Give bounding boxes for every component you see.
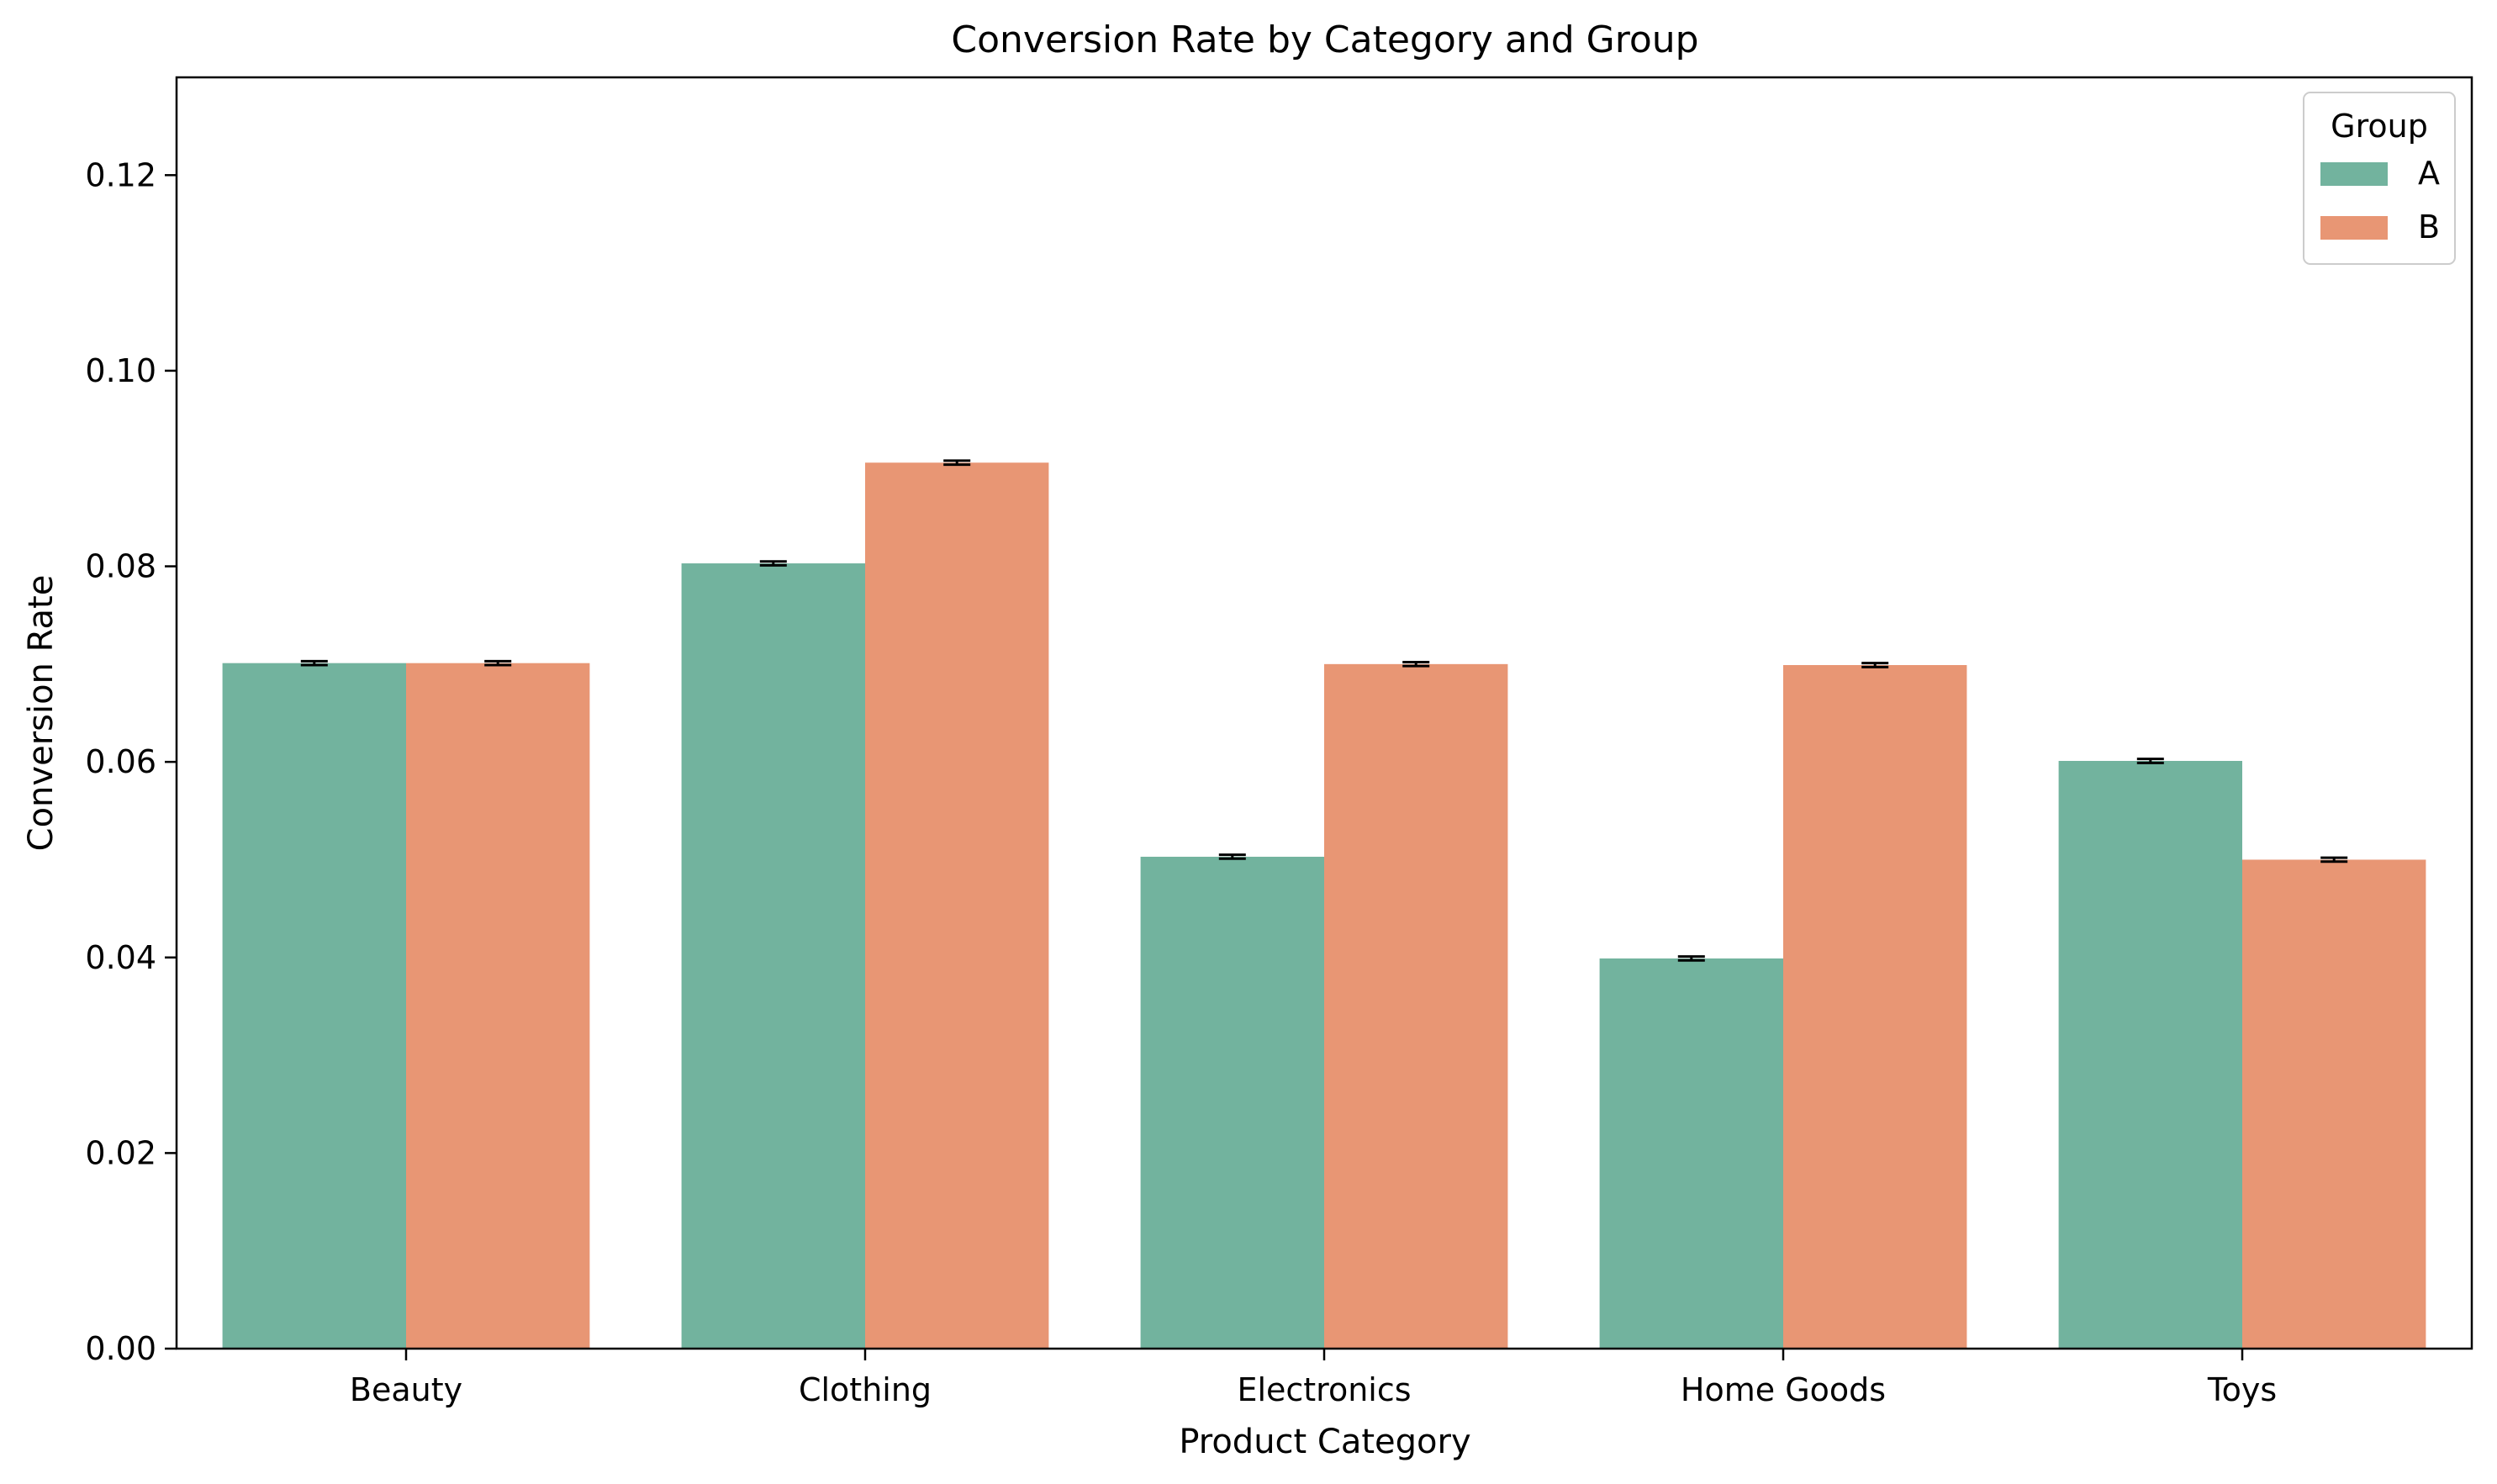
y-tick-label: 0.00 (85, 1330, 156, 1367)
bar-beauty-a (222, 663, 406, 1349)
bar-clothing-b (865, 462, 1049, 1349)
bars-group (222, 462, 2426, 1349)
bar-home-goods-a (1599, 958, 1783, 1349)
x-tick-label: Beauty (350, 1371, 462, 1408)
legend-title: Group (2331, 108, 2428, 145)
legend-label-b: B (2418, 209, 2440, 246)
bar-electronics-b (1324, 663, 1508, 1349)
legend: Group AB (2303, 92, 2456, 265)
bar-electronics-a (1140, 856, 1324, 1349)
error-bars-group (300, 459, 2348, 962)
x-axis-label: Product Category (1179, 1423, 1470, 1461)
y-tick-label: 0.02 (85, 1134, 156, 1171)
x-tick-label: Toys (2207, 1371, 2277, 1408)
chart-title: Conversion Rate by Category and Group (951, 18, 1698, 61)
bar-home-goods-b (1783, 665, 1967, 1349)
x-tick-label: Home Goods (1681, 1371, 1886, 1408)
y-tick-label: 0.06 (85, 743, 156, 780)
x-tick-label: Electronics (1237, 1371, 1411, 1408)
y-axis: 0.00 0.02 0.04 0.06 0.08 0.10 0.12 (85, 156, 177, 1367)
bar-toys-b (2242, 859, 2426, 1349)
y-axis-label: Conversion Rate (22, 575, 61, 852)
legend-swatch-b (2320, 216, 2388, 240)
y-tick-label: 0.04 (85, 939, 156, 976)
bar-beauty-b (406, 663, 590, 1349)
y-tick-label: 0.12 (85, 156, 156, 193)
legend-swatch-a (2320, 162, 2388, 186)
legend-label-a: A (2418, 155, 2440, 192)
x-axis: Beauty Clothing Electronics Home Goods Toys (350, 1349, 2277, 1408)
y-tick-label: 0.08 (85, 548, 156, 585)
bar-clothing-a (681, 563, 865, 1349)
y-tick-label: 0.10 (85, 352, 156, 389)
x-tick-label: Clothing (799, 1371, 932, 1408)
bar-toys-a (2058, 760, 2242, 1349)
